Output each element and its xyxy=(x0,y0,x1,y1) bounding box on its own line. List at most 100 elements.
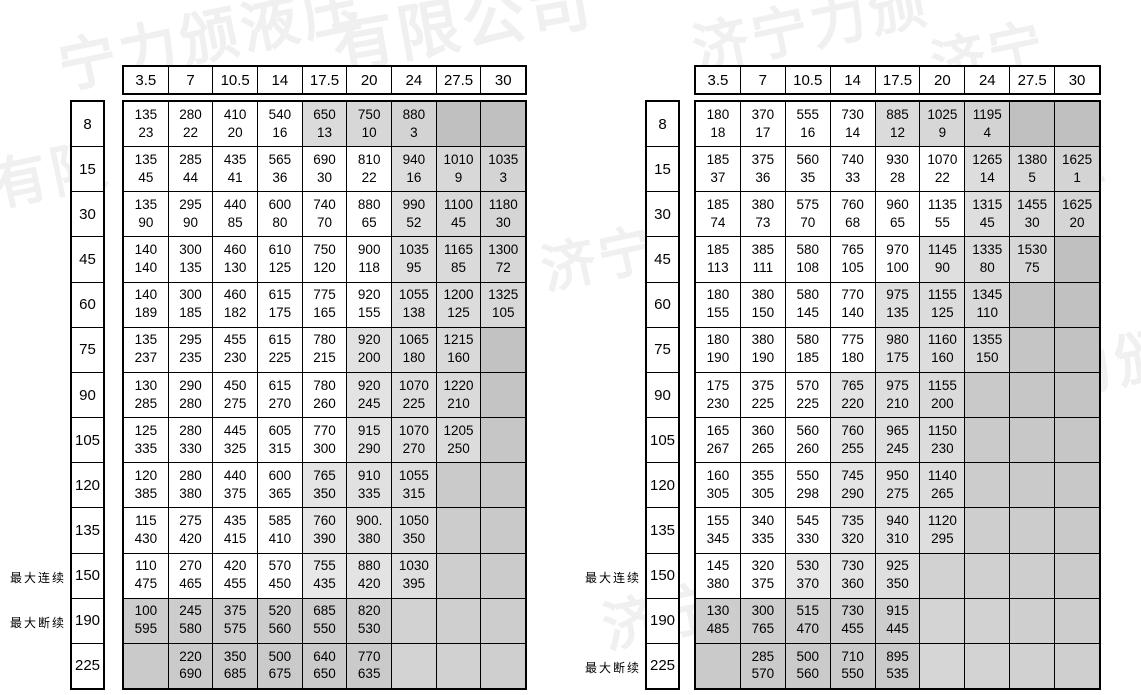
cell-value-primary: 1625 xyxy=(1062,197,1093,213)
data-cell: 360 265 xyxy=(741,418,786,463)
data-cell xyxy=(1055,373,1099,417)
shading-layer-left xyxy=(124,102,525,688)
cell-value-primary: 500 xyxy=(796,648,819,664)
cell-value-secondary: 160 xyxy=(931,350,954,366)
data-cell: 1030 395 xyxy=(392,553,437,598)
data-cell: 300 135 xyxy=(169,237,214,282)
cell-value-primary: 880 xyxy=(357,558,381,574)
cell-value-secondary: 125 xyxy=(931,305,954,321)
row-header-cell: 105 xyxy=(72,418,103,464)
cell-value-primary xyxy=(716,649,720,666)
cell-value-primary xyxy=(501,513,505,530)
data-cell: 180 190 xyxy=(696,327,741,372)
cell-value-secondary: 74 xyxy=(710,214,726,230)
cell-value-secondary: 455 xyxy=(841,621,864,637)
cell-value-primary: 1065 xyxy=(398,332,429,348)
row-header-cell: 90 xyxy=(72,372,103,419)
cell-value-secondary: 135 xyxy=(179,260,202,276)
cell-value-primary xyxy=(985,468,989,485)
cell-value-primary: 275 xyxy=(179,513,202,529)
cell-value-secondary: 245 xyxy=(357,395,381,411)
table-row: 155 345 340 335 545 330 735 320 940 310 1120 295 xyxy=(696,508,1099,554)
column-header-cell: 27.5 xyxy=(1010,67,1056,93)
cell-value-primary: 300 xyxy=(179,242,202,258)
cell-value-secondary: 335 xyxy=(751,530,775,546)
cell-value-secondary: 225 xyxy=(751,395,775,411)
cell-value-primary: 1100 xyxy=(444,197,474,213)
cell-value-secondary: 270 xyxy=(268,395,292,411)
table-row: 100 595 245 580 375 575 520 560 685 550 820 530 xyxy=(124,598,525,644)
cell-value-primary: 110 xyxy=(135,558,157,574)
cell-value-secondary: 3 xyxy=(410,124,418,140)
cell-value-primary: 300 xyxy=(179,287,202,303)
data-cell: 925 350 xyxy=(876,553,921,598)
cell-value-primary: 355 xyxy=(751,467,775,483)
cell-value-secondary xyxy=(457,125,461,142)
cell-value-secondary xyxy=(1075,350,1079,367)
cell-value-primary: 185 xyxy=(706,151,730,167)
cell-value-primary: 1345 xyxy=(972,287,1003,303)
cell-value-secondary: 12 xyxy=(889,124,906,140)
cell-value-primary: 370 xyxy=(751,106,775,122)
cell-value-secondary: 230 xyxy=(706,395,730,411)
cell-value-secondary: 16 xyxy=(272,124,288,140)
data-cell: 550 298 xyxy=(786,463,831,508)
cell-value-secondary: 345 xyxy=(706,530,730,546)
cell-value-primary: 585 xyxy=(268,513,292,529)
data-cell: 580 108 xyxy=(786,237,831,282)
cell-value-secondary: 350 xyxy=(402,530,426,546)
cell-value-primary: 125 xyxy=(134,422,158,438)
cell-value-secondary: 330 xyxy=(179,440,202,456)
data-cell: 580 185 xyxy=(786,327,831,372)
cell-value-secondary: 10 xyxy=(361,124,377,140)
cell-value-secondary: 215 xyxy=(313,350,336,366)
data-cell xyxy=(481,328,525,372)
data-cell: 1530 75 xyxy=(1010,237,1056,282)
cell-value-primary: 580 xyxy=(796,332,819,348)
cell-value-secondary xyxy=(144,666,148,683)
cell-value-secondary: 415 xyxy=(223,530,247,546)
data-cell: 555 16 xyxy=(786,102,831,147)
data-cell: 115 430 xyxy=(124,508,169,553)
cell-value-primary xyxy=(1030,513,1034,530)
data-cell xyxy=(437,553,482,598)
cell-value-secondary: 300 xyxy=(313,440,336,456)
cell-value-primary: 1070 xyxy=(398,377,429,393)
table-row: 115 430 275 420 435 415 585 410 760 390 900. 380 105… xyxy=(124,508,525,554)
data-cell: 520 560 xyxy=(258,598,303,643)
cell-value-primary: 615 xyxy=(268,287,292,303)
data-cell xyxy=(1010,643,1056,689)
cell-value-secondary: 237 xyxy=(134,350,158,366)
data-cell xyxy=(437,643,482,689)
cell-value-primary: 520 xyxy=(268,603,292,619)
cell-value-secondary xyxy=(1030,666,1034,683)
cell-value-secondary: 45 xyxy=(138,169,154,185)
data-cell: 615 270 xyxy=(258,372,303,418)
cell-value-secondary: 100 xyxy=(886,260,909,276)
cell-value-primary: 1625 xyxy=(1062,151,1093,167)
data-cell xyxy=(481,418,525,462)
data-cell: 765 350 xyxy=(303,463,348,508)
cell-value-primary: 570 xyxy=(796,377,819,393)
cell-value-secondary xyxy=(1075,621,1079,638)
table-row: 185 37 375 36 560 35 740 33 930 28 1070 22 1265 14 138… xyxy=(696,147,1099,193)
table-row: 120 385 280 380 440 375 600 365 765 350 910 335 1055… xyxy=(124,463,525,509)
row-annotation-label: 最大断续 xyxy=(584,661,641,676)
cell-value-primary xyxy=(1075,468,1079,485)
data-cell: 185 113 xyxy=(696,237,741,282)
data-cell: 610 125 xyxy=(258,237,303,282)
cell-value-primary: 910 xyxy=(357,467,381,483)
data-cell: 570 450 xyxy=(258,553,303,598)
cell-value-primary: 285 xyxy=(179,151,202,167)
cell-value-primary xyxy=(1030,107,1034,124)
cell-value-secondary: 4 xyxy=(983,124,992,140)
cell-value-secondary xyxy=(1075,260,1079,277)
cell-value-secondary: 580 xyxy=(179,621,202,637)
cell-value-primary: 380 xyxy=(751,287,775,303)
cell-value-primary: 140 xyxy=(134,287,158,303)
cell-value-secondary: 150 xyxy=(751,305,775,321)
cell-value-primary: 965 xyxy=(886,422,909,438)
data-cell: 460 130 xyxy=(213,237,259,282)
cell-value-primary xyxy=(1075,649,1079,666)
column-header-cell: 14 xyxy=(258,67,303,93)
